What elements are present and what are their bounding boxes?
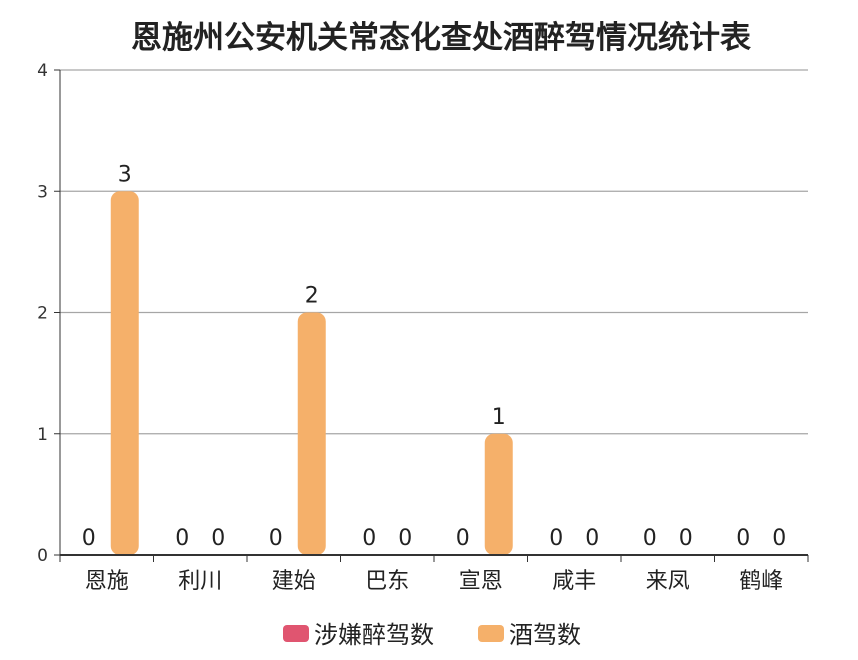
bar[interactable] [110, 191, 139, 555]
data-label: 1 [492, 405, 506, 430]
legend-item[interactable]: 酒驾数 [478, 621, 581, 649]
y-axis: 0 1 2 3 4 [37, 61, 61, 566]
bars [110, 191, 513, 556]
x-tick-label: 鹤峰 [739, 569, 783, 594]
gridlines [60, 69, 808, 435]
data-label: 0 [643, 526, 657, 551]
x-axis: 恩施 利川 建始 巴东 宣恩 咸丰 来凤 鹤峰 [59, 554, 809, 594]
legend-label: 涉嫌醉驾数 [314, 621, 434, 649]
data-label: 0 [679, 526, 693, 551]
legend-label: 酒驾数 [509, 621, 581, 649]
y-tick-label: 0 [37, 546, 48, 566]
data-label: 0 [736, 526, 750, 551]
legend-swatch [283, 625, 309, 642]
y-tick-label: 4 [37, 61, 48, 81]
data-label: 2 [305, 284, 319, 309]
x-tick-label: 建始 [272, 569, 316, 594]
x-tick-label: 咸丰 [552, 569, 596, 594]
chart-title: 恩施州公安机关常态化查处酒醉驾情况统计表 [131, 20, 751, 56]
data-label: 0 [585, 526, 599, 551]
y-tick-label: 1 [37, 425, 48, 445]
data-label: 0 [82, 526, 96, 551]
x-tick-label: 来凤 [646, 569, 690, 594]
data-label: 0 [211, 526, 225, 551]
bar[interactable] [297, 312, 326, 556]
legend-swatch [478, 625, 504, 642]
data-label: 0 [549, 526, 563, 551]
x-tick-label: 巴东 [365, 569, 409, 594]
x-tick-label: 宣恩 [459, 569, 503, 594]
bar[interactable] [484, 433, 513, 555]
data-label: 0 [456, 526, 470, 551]
data-label: 0 [772, 526, 786, 551]
legend-item[interactable]: 涉嫌醉驾数 [283, 621, 434, 649]
data-label: 3 [118, 162, 132, 187]
data-label: 0 [175, 526, 189, 551]
data-labels: 030 0 020 0 010 0 0 0 0 0 [82, 162, 787, 551]
y-tick-label: 3 [37, 182, 48, 202]
data-label: 0 [269, 526, 283, 551]
x-tick-label: 恩施 [85, 569, 129, 594]
x-tick-label: 利川 [178, 569, 222, 594]
y-tick-label: 2 [37, 304, 48, 324]
data-label: 0 [362, 526, 376, 551]
data-label: 0 [398, 526, 412, 551]
legend[interactable]: 涉嫌醉驾数 酒驾数 [283, 621, 581, 649]
